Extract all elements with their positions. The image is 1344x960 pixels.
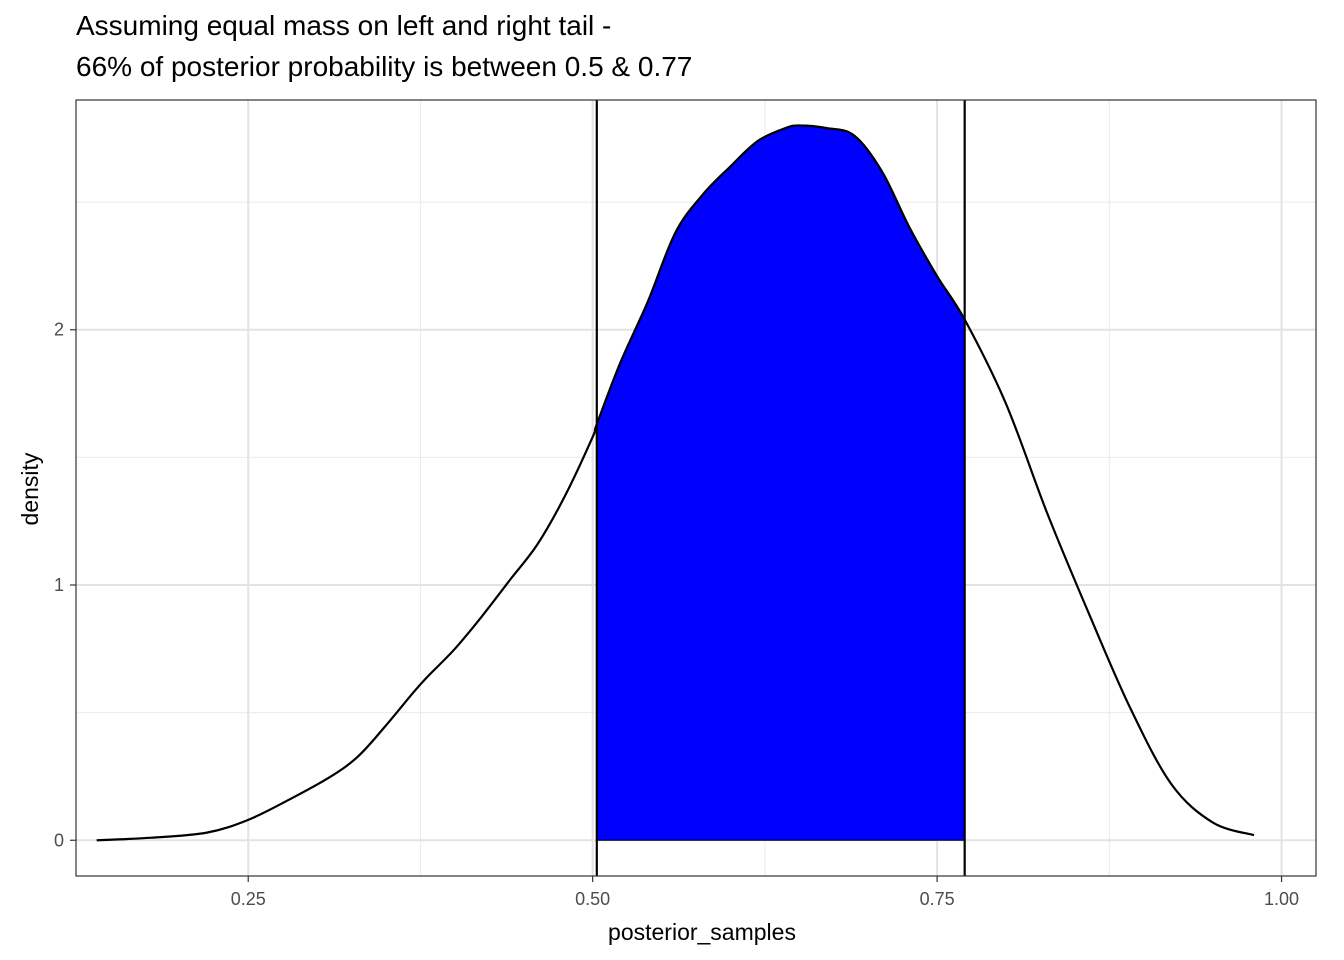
y-axis: 0 1 2: [54, 320, 76, 850]
chart-subtitle: 66% of posterior probability is between …: [76, 51, 692, 82]
y-tick-label: 0: [54, 830, 64, 850]
y-tick-label: 2: [54, 320, 64, 340]
x-tick-label: 0.50: [575, 889, 610, 909]
density-curve: [96, 124, 1255, 842]
x-axis-label: posterior_samples: [608, 919, 796, 945]
chart-title: Assuming equal mass on left and right ta…: [76, 10, 611, 41]
x-tick-label: 1.00: [1264, 889, 1299, 909]
y-tick-label: 1: [54, 575, 64, 595]
x-tick-label: 0.75: [920, 889, 955, 909]
y-axis-label: density: [17, 452, 43, 525]
plot-panel-border: [75, 99, 1317, 877]
x-tick-label: 0.25: [231, 889, 266, 909]
x-axis: 0.25 0.50 0.75 1.00: [231, 876, 1299, 909]
